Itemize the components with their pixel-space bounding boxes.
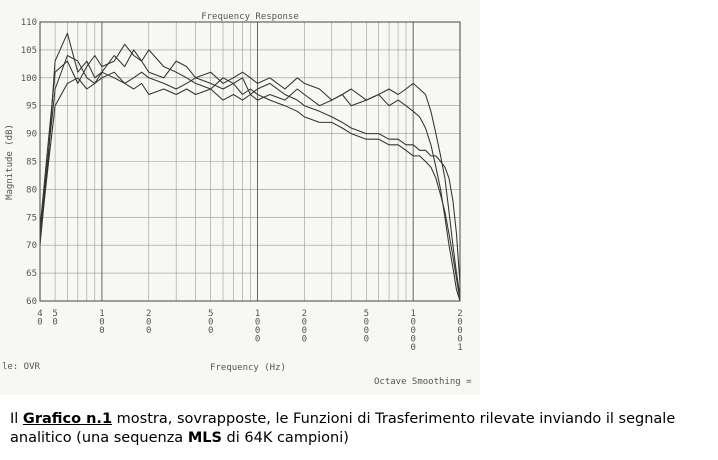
series-line-1 <box>39 32 461 302</box>
caption-graph-ref: Grafico n.1 <box>22 411 113 427</box>
caption-mls: MLS <box>187 430 222 446</box>
x-axis-label: Frequency (Hz) <box>210 363 286 373</box>
y-tick-label: 100 <box>21 74 37 84</box>
frequency-response-chart: Frequency Response Magnitude (dB) Freque… <box>2 12 472 387</box>
y-tick-label: 75 <box>26 213 37 223</box>
y-tick-label: 60 <box>26 297 37 307</box>
series-line-3 <box>39 54 461 285</box>
y-tick-label: 80 <box>26 185 37 195</box>
series-line-4 <box>39 71 461 296</box>
footer-left-label: le: OVR <box>2 362 41 372</box>
caption-text-1: Il <box>10 411 23 427</box>
plot-frame <box>39 21 461 302</box>
caption-text-3: di 64K campioni) <box>221 430 349 446</box>
series-line-2 <box>39 43 461 302</box>
caption-text-2: mostra, sovrapposte, le Funzioni di Tras… <box>10 411 676 446</box>
y-tick-label: 110 <box>21 18 37 28</box>
octave-smoothing-label: Octave Smoothing = <box>374 377 472 387</box>
y-tick-label: 95 <box>26 102 37 112</box>
y-tick-label: 85 <box>26 158 37 168</box>
y-tick-label: 90 <box>26 130 37 140</box>
y-tick-label: 70 <box>26 241 37 251</box>
y-tick-label: 105 <box>21 46 37 56</box>
y-tick-label: 65 <box>26 269 37 279</box>
chart-title: Frequency Response <box>201 12 299 22</box>
y-axis-label: Magnitude (dB) <box>5 124 15 200</box>
figure-caption: Il Grafico n.1 mostra, sovrapposte, le F… <box>10 410 715 448</box>
